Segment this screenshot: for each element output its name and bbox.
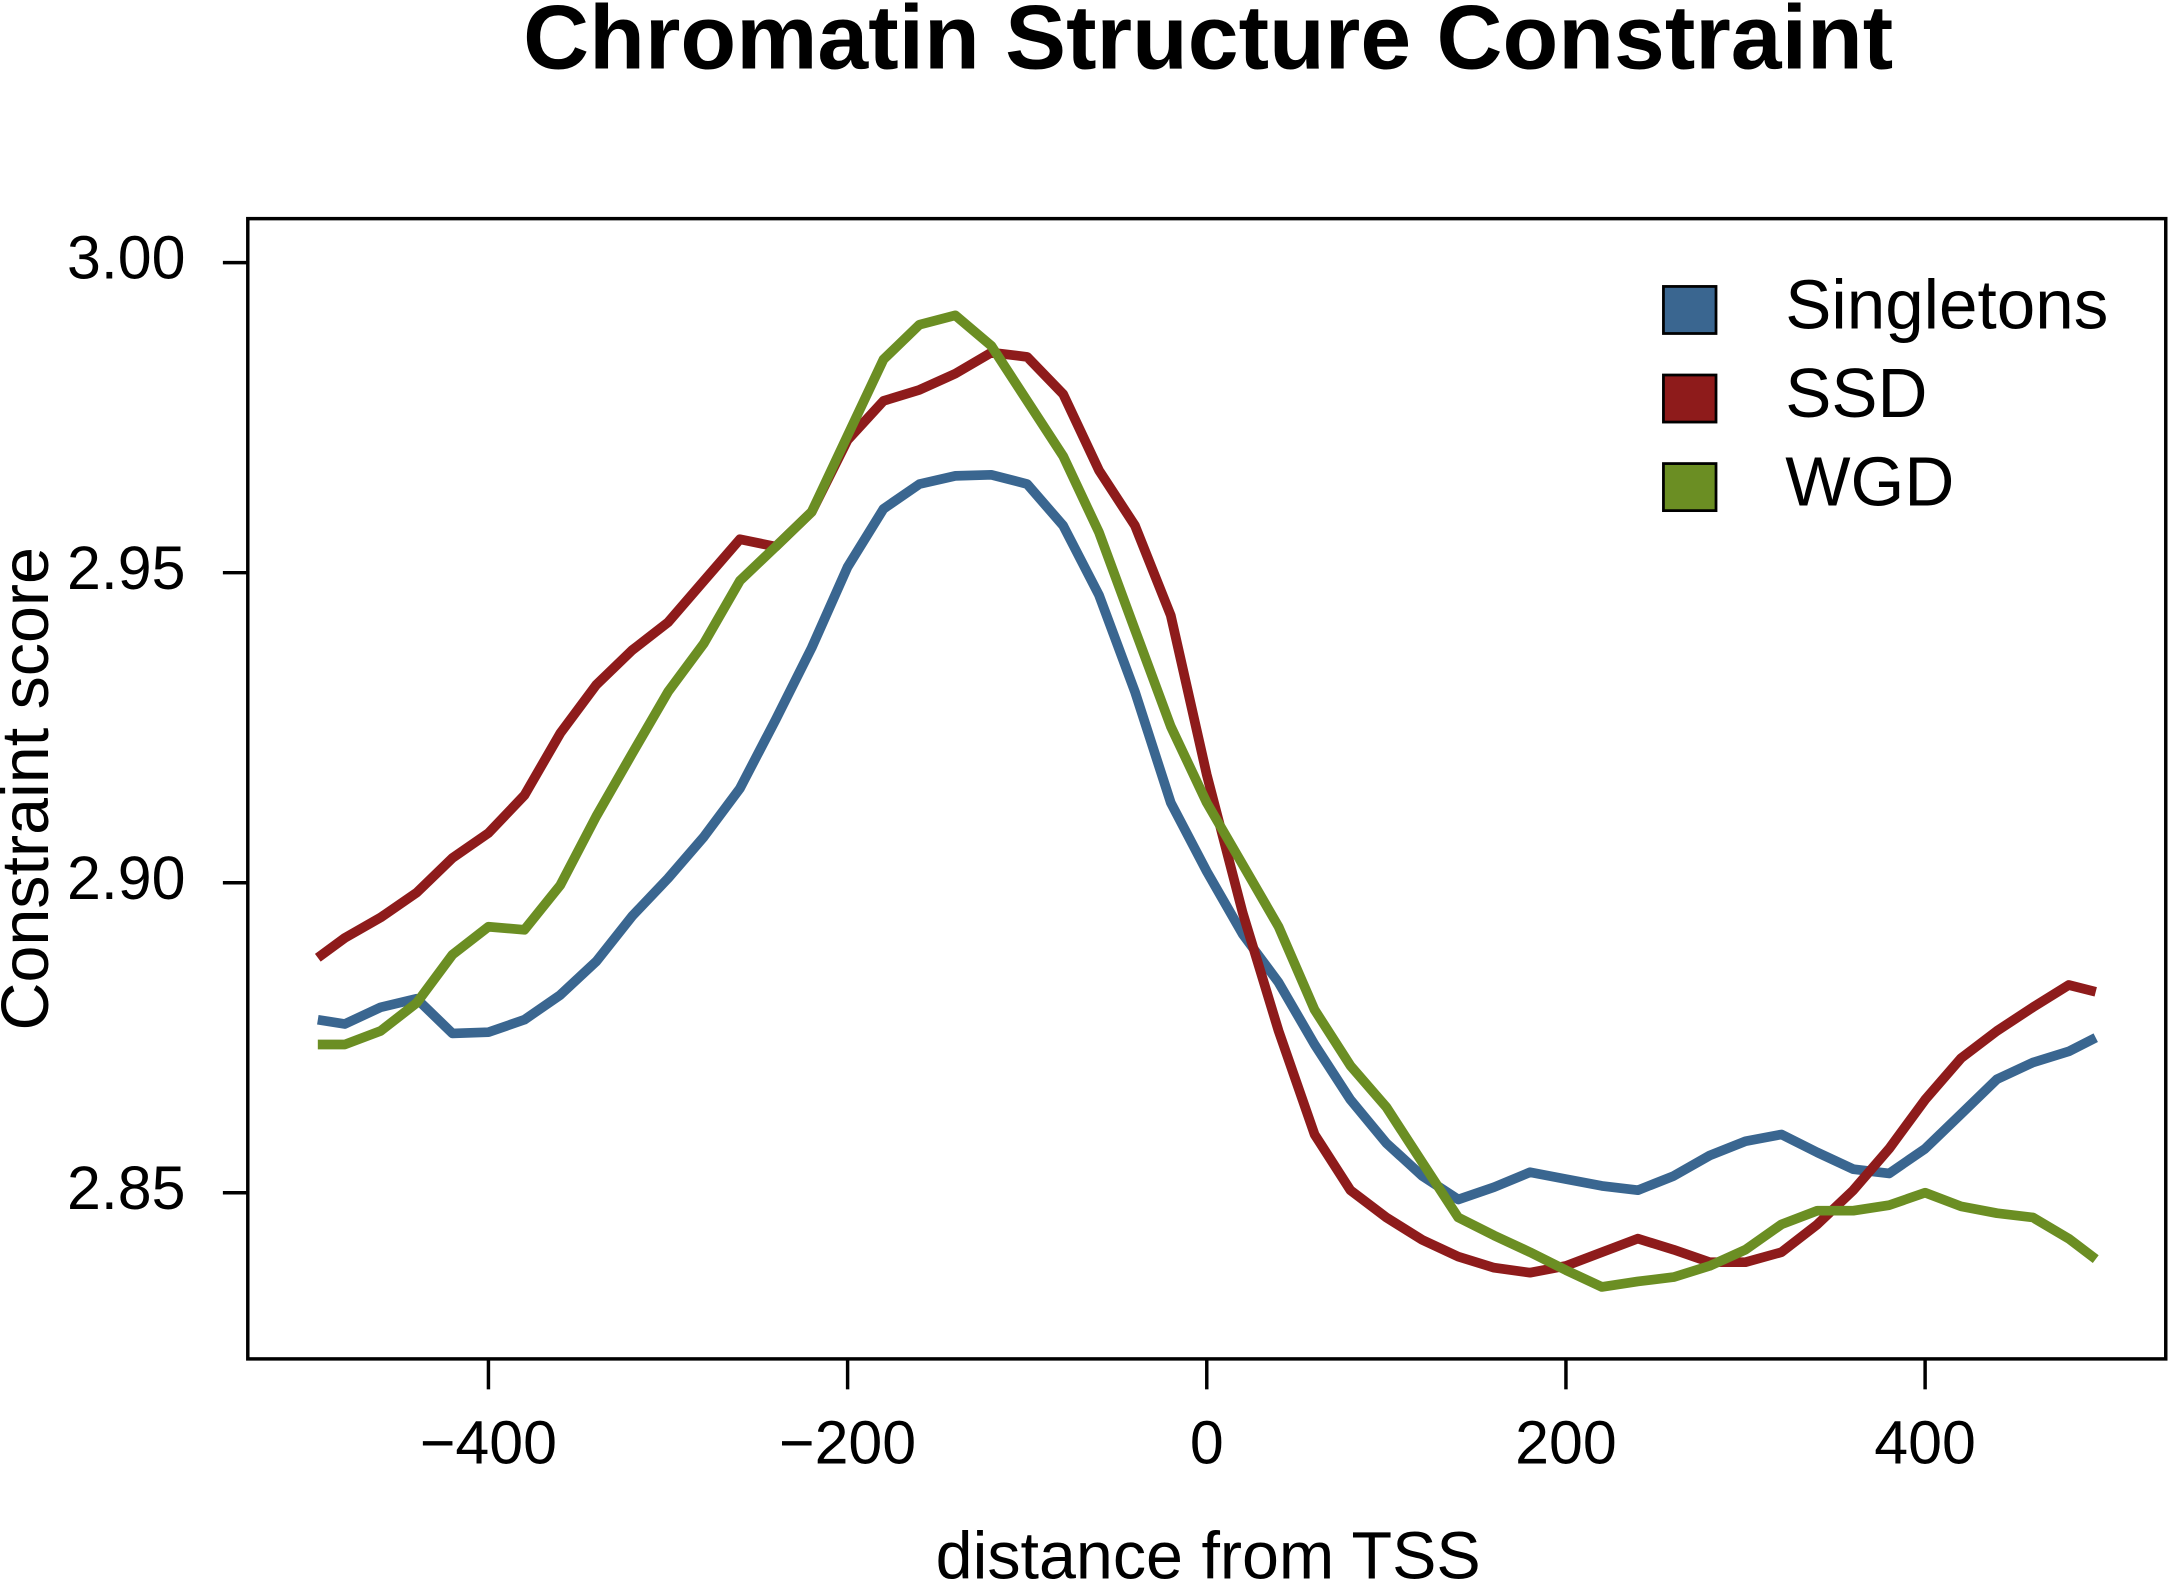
- x-tick-label: 400: [1874, 1409, 1976, 1477]
- legend-swatch: [1662, 462, 1718, 513]
- x-tick-label: −200: [779, 1409, 916, 1477]
- series-line: [314, 347, 2097, 1278]
- x-tick-label: −400: [420, 1409, 557, 1477]
- series-line: [317, 469, 2098, 1205]
- legend-swatch: [1662, 285, 1718, 335]
- x-tick-label: 200: [1515, 1409, 1617, 1477]
- x-axis-label: distance from TSS: [936, 1519, 1481, 1590]
- legend-label: Singletons: [1785, 265, 2108, 343]
- legend-label: WGD: [1785, 442, 1954, 520]
- legend-label: SSD: [1785, 354, 1927, 432]
- y-tick-label: 2.85: [67, 1154, 185, 1222]
- series-line: [317, 310, 2099, 1292]
- y-tick-label: 3.00: [67, 224, 185, 292]
- chart-title: Chromatin Structure Constraint: [523, 0, 1893, 88]
- y-tick-label: 2.90: [67, 844, 185, 912]
- y-axis-label: Constraint score: [0, 547, 63, 1031]
- y-tick-label: 2.95: [67, 534, 185, 602]
- legend-swatch: [1662, 373, 1718, 424]
- x-tick-label: 0: [1190, 1409, 1224, 1477]
